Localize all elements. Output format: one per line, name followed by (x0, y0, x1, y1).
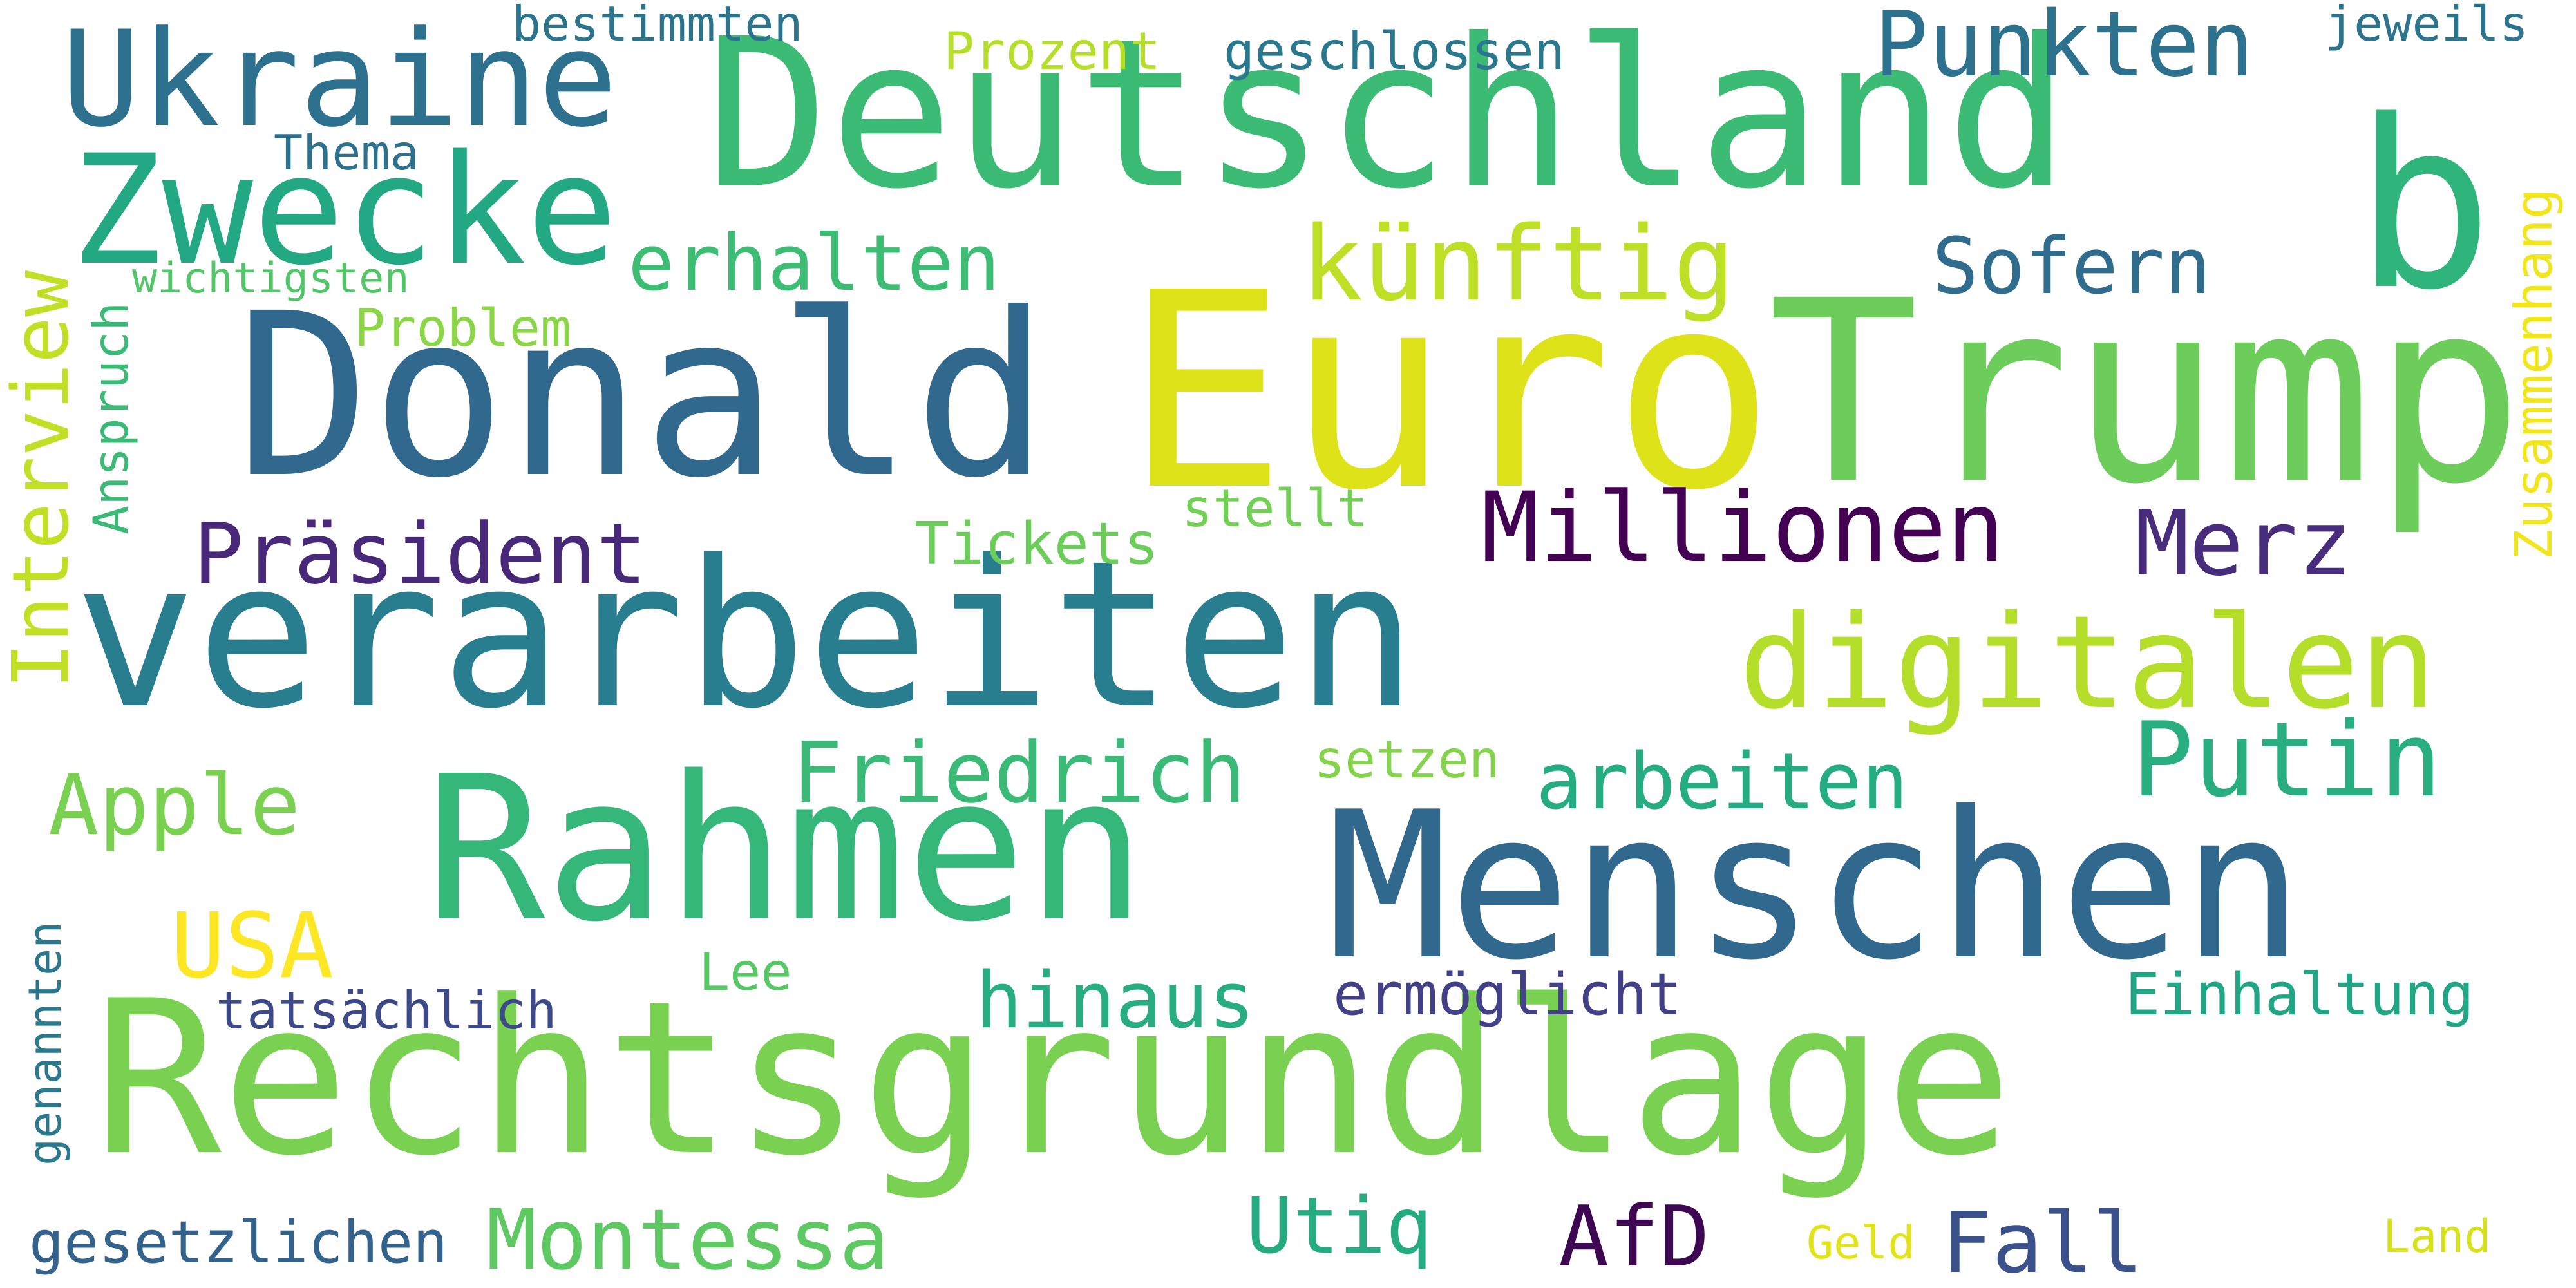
word-usa: USA (171, 894, 334, 999)
word-b: b (2354, 71, 2494, 341)
word-thema: Thema (274, 124, 419, 181)
word-wichtigsten: wichtigsten (132, 254, 410, 303)
word-tickets: Tickets (914, 510, 1159, 578)
word-interview: Interview (0, 270, 86, 689)
word-millionen: Millionen (1481, 472, 2005, 584)
word-friedrich: Friedrich (792, 724, 1246, 822)
word-apple: Apple (48, 756, 301, 854)
word-jeweils: jeweils (2325, 0, 2529, 52)
word-punkten: Punkten (1874, 0, 2255, 97)
word-setzen: setzen (1314, 730, 1500, 790)
word-bestimmten: bestimmten (512, 0, 803, 52)
word-putin: Putin (2132, 699, 2442, 820)
word-sofern: Sofern (1932, 222, 2211, 312)
word-digitalen: digitalen (1739, 588, 2437, 738)
word-arbeiten: arbeiten (1536, 737, 1908, 827)
word-rahmen: Rahmen (425, 734, 1146, 966)
word-land: Land (2383, 1210, 2492, 1263)
word-kuenftig: künftig (1301, 204, 1736, 324)
word-montessa: Montessa (486, 1191, 890, 1288)
word-geschlossen: geschlossen (1224, 21, 1565, 81)
word-problem: Problem (354, 298, 572, 358)
word-verarbeiten: verarbeiten (74, 518, 1418, 753)
word-afd: AfD (1558, 1188, 1710, 1285)
word-zwecke: Zwecke (71, 123, 618, 299)
word-fall: Fall (1942, 1194, 2144, 1288)
word-erhalten: erhalten (628, 219, 1000, 308)
word-merz: Merz (2135, 491, 2353, 596)
word-utiq: Utiq (1246, 1182, 1432, 1271)
word-trump: Trump (1768, 247, 2524, 539)
word-rechtsgrundlage: Rechtsgrundlage (93, 955, 2013, 1202)
word-stellt: stellt (1182, 478, 1368, 538)
word-genannten: genannten (19, 921, 71, 1166)
word-tatsaechlich: tatsächlich (216, 981, 557, 1041)
word-hinaus: hinaus (976, 956, 1255, 1046)
word-euro: Euro (1124, 235, 1776, 550)
word-einhaltung: Einhaltung (2125, 961, 2474, 1028)
word-menschen: Menschen (1327, 769, 2304, 1005)
word-anspruch: Anspruch (82, 301, 139, 535)
word-praesident: Präsident (193, 505, 647, 603)
word-gesetzlichen: gesetzlichen (29, 1209, 448, 1276)
word-zusammenhang: Zusammenhang (2504, 188, 2564, 560)
word-donald: Donald (235, 265, 1050, 527)
word-deutschland: Deutschland (705, 0, 2070, 234)
word-ukraine: Ukraine (61, 3, 618, 156)
word-geld: Geld (1806, 1217, 1915, 1269)
word-prozent: Prozent (943, 21, 1161, 81)
word-lee: Lee (699, 942, 792, 1002)
word-ermoeglicht: ermöglicht (1333, 961, 1682, 1028)
